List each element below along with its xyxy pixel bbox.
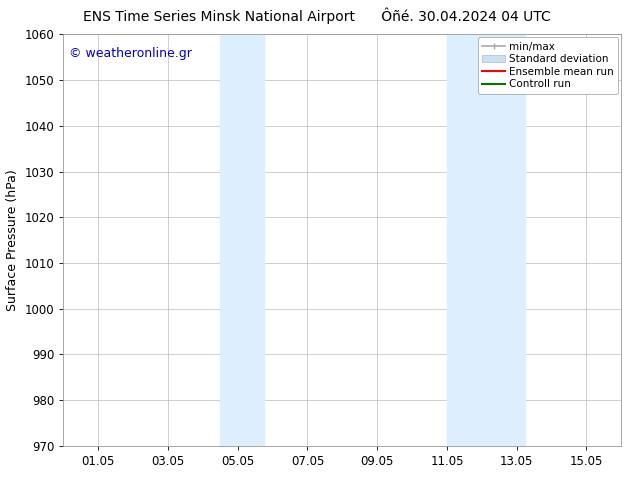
Text: © weatheronline.gr: © weatheronline.gr <box>69 47 192 60</box>
Bar <box>221 34 264 446</box>
Y-axis label: Surface Pressure (hPa): Surface Pressure (hPa) <box>6 169 19 311</box>
Text: ENS Time Series Minsk National Airport      Ôñé. 30.04.2024 04 UTC: ENS Time Series Minsk National Airport Ô… <box>83 7 551 24</box>
Bar <box>447 34 526 446</box>
Legend: min/max, Standard deviation, Ensemble mean run, Controll run: min/max, Standard deviation, Ensemble me… <box>478 37 618 94</box>
